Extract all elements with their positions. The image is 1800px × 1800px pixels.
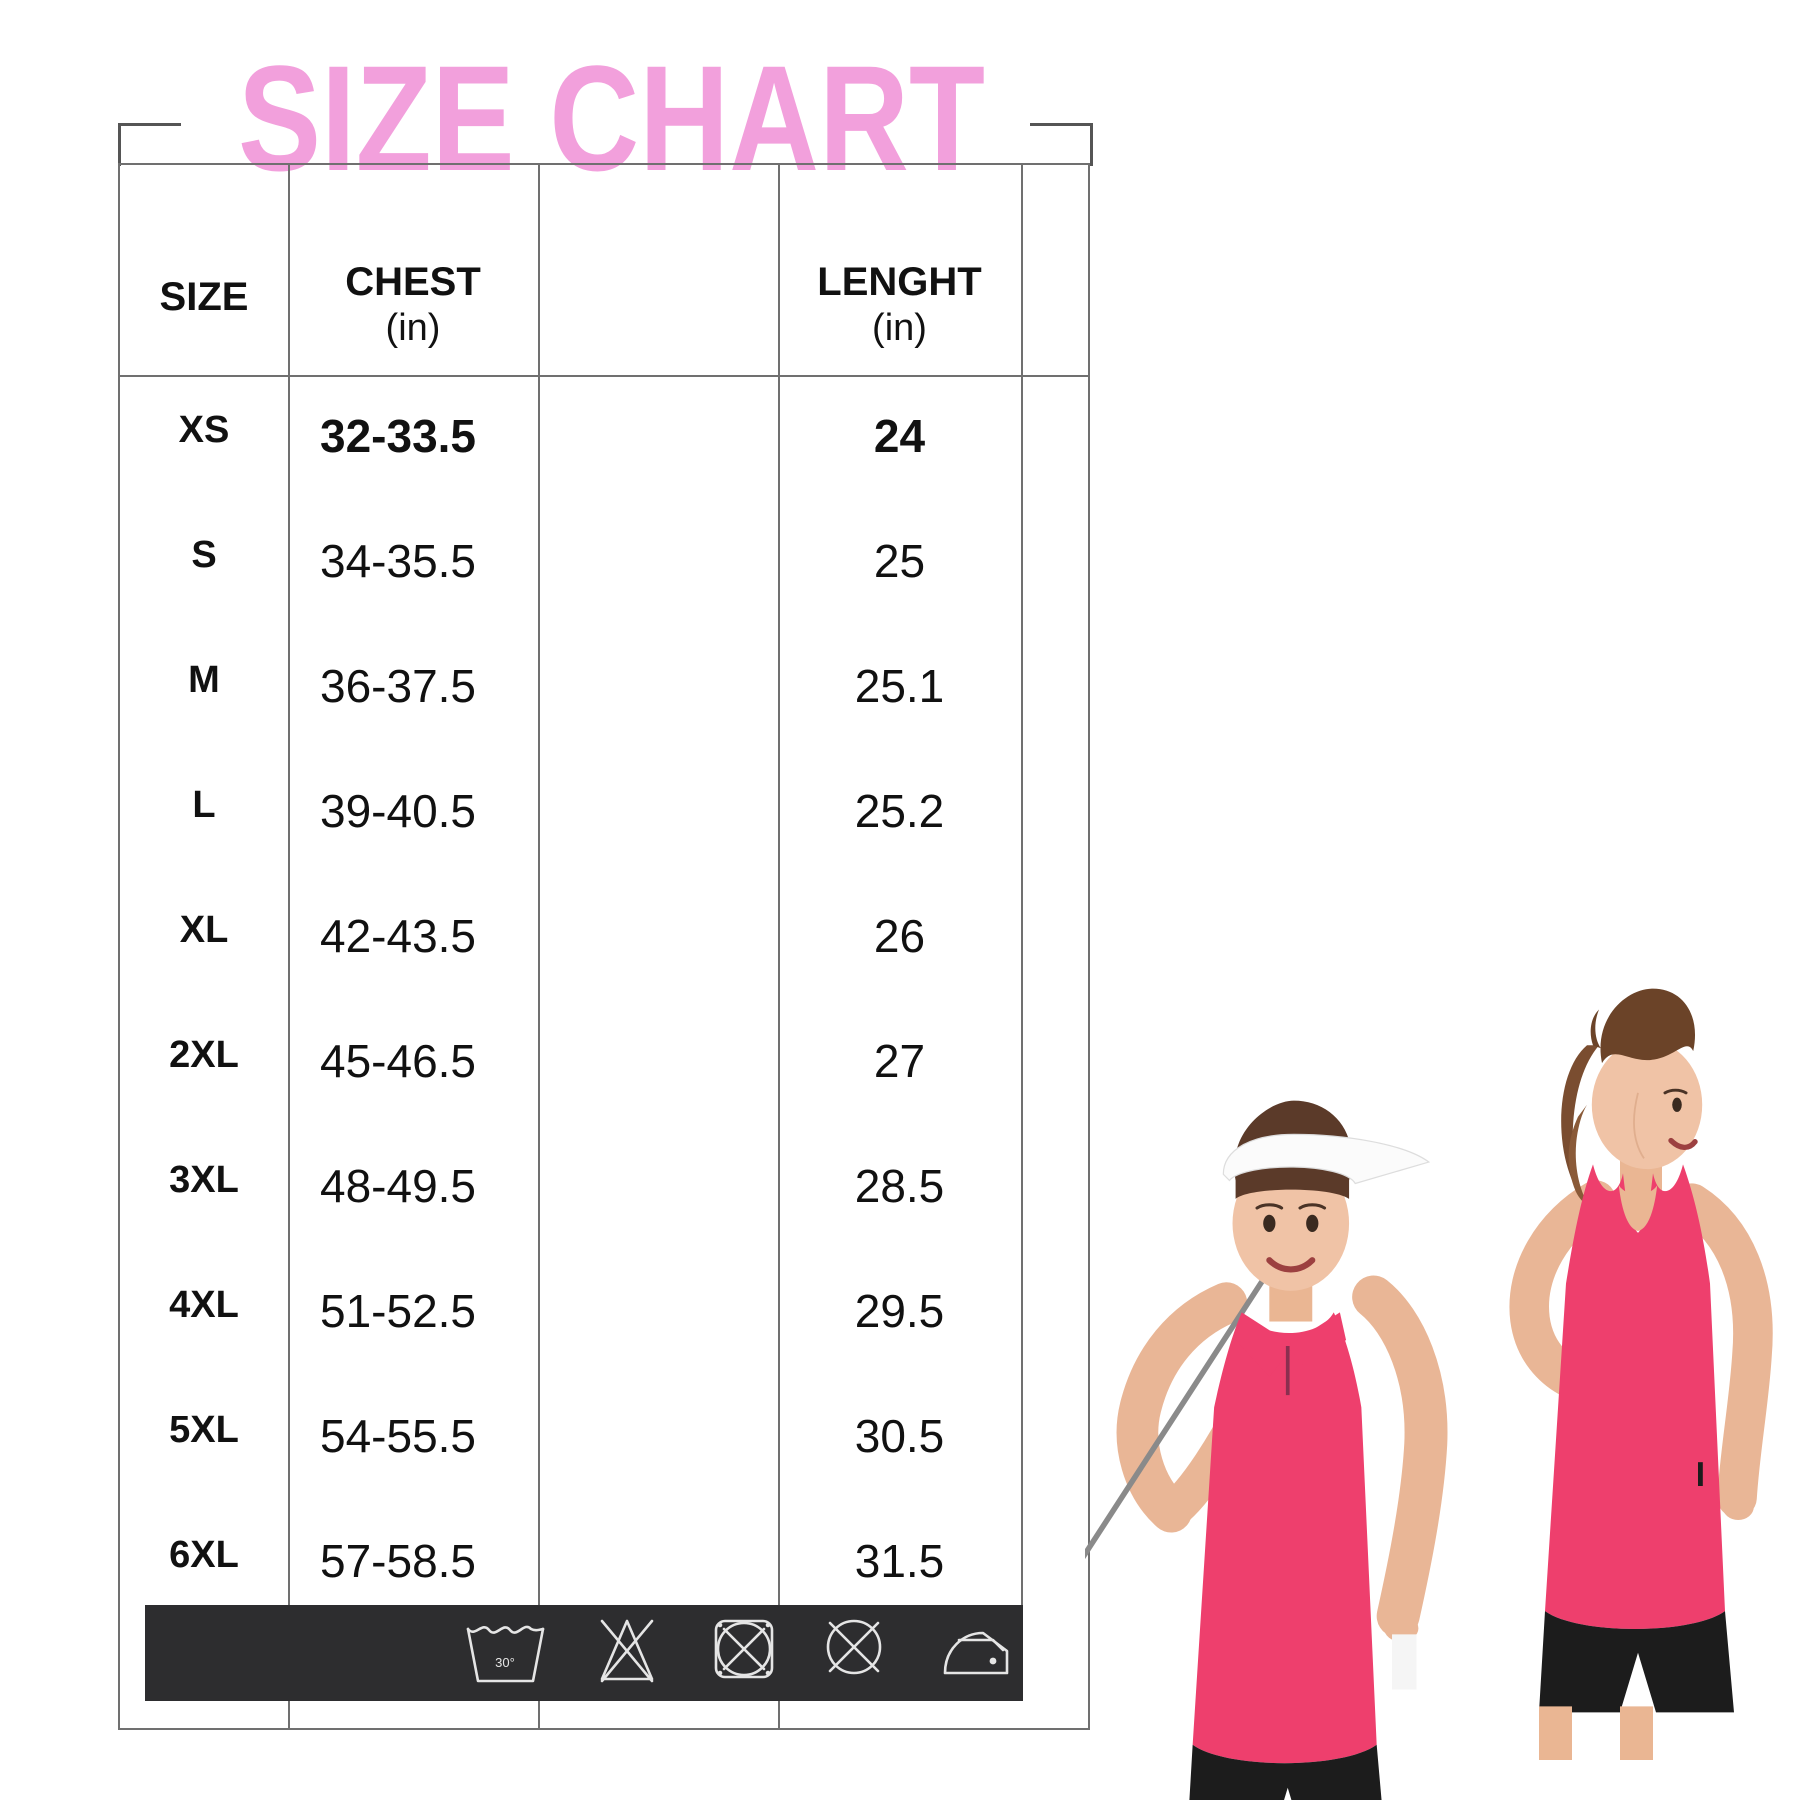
svg-text:30°: 30° <box>495 1655 515 1670</box>
